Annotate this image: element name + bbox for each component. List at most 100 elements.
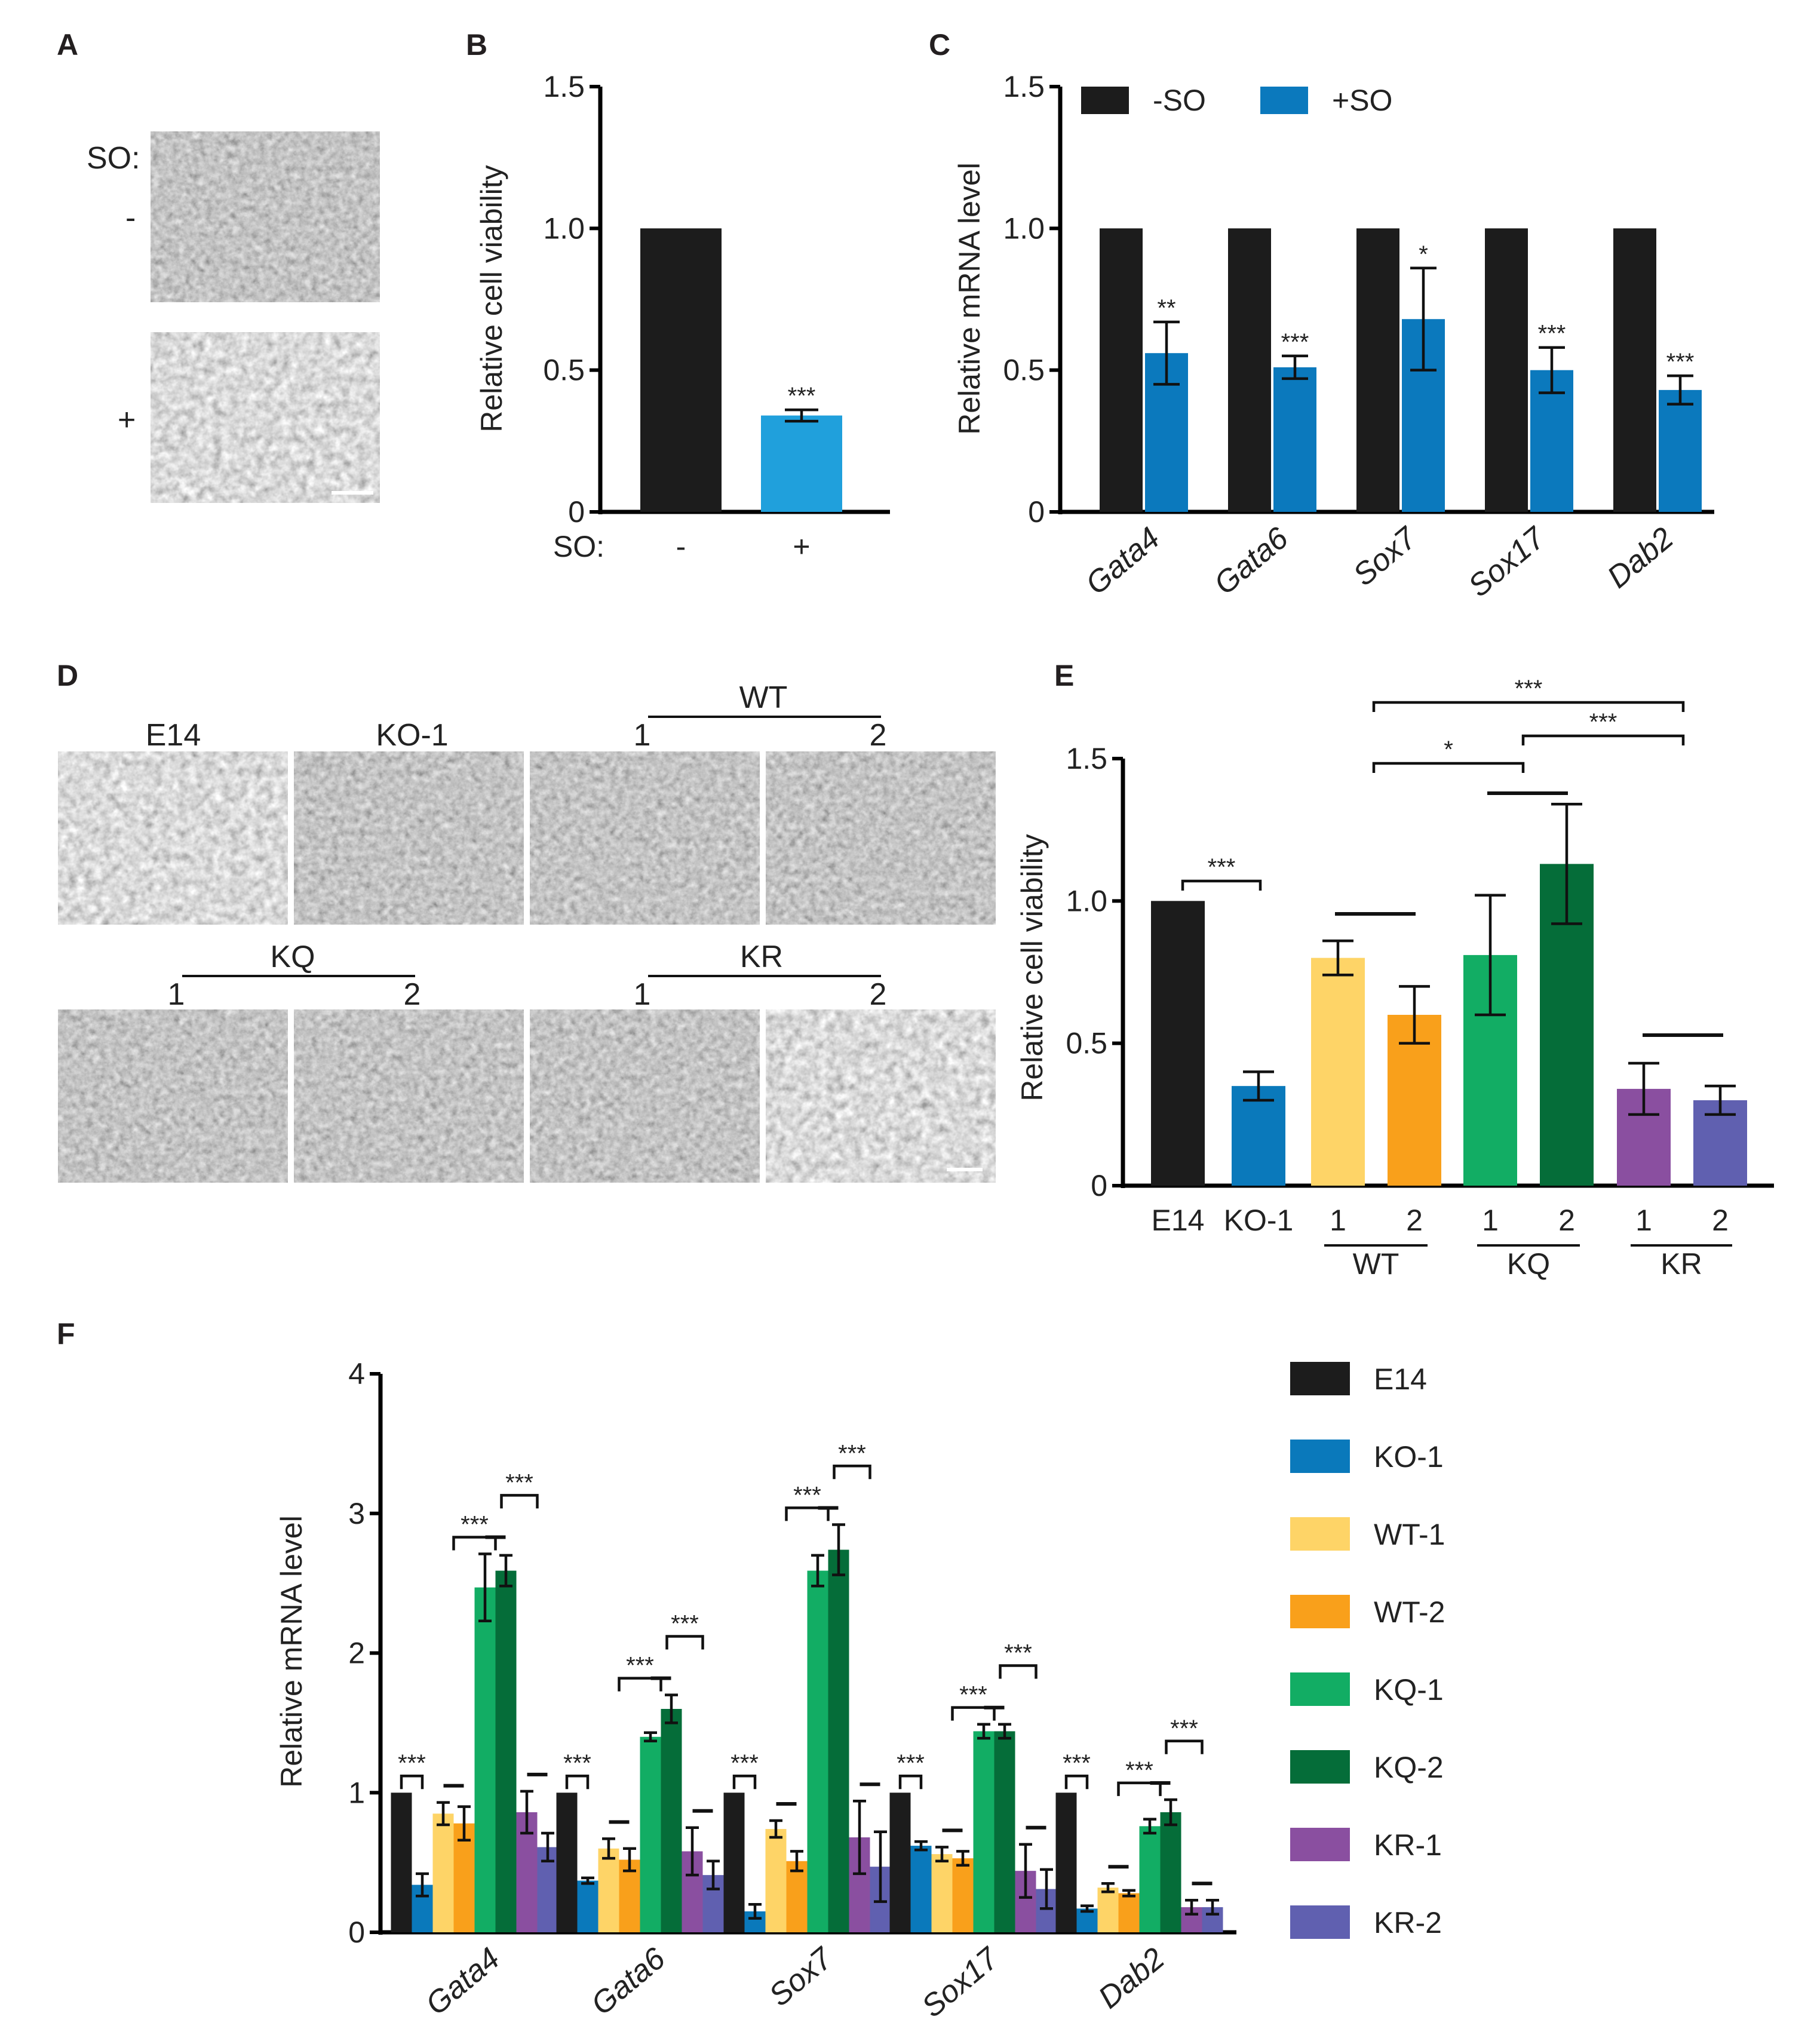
f-bar-kq-2-gata6 xyxy=(661,1709,682,1932)
e-x-tick-label: 1 xyxy=(1635,1204,1652,1237)
f-legend-label-ko-1: KO-1 xyxy=(1374,1440,1444,1474)
micrograph-minus-so xyxy=(151,131,380,302)
micrograph-kq2 xyxy=(294,1009,524,1183)
f-sig-e14-ko1 xyxy=(1064,1774,1089,1790)
b-y-tick-label: 0.5 xyxy=(543,354,585,387)
d-label-kr2: 2 xyxy=(870,977,887,1012)
f-sig-kq-kr xyxy=(500,1494,539,1509)
panel-label-a: A xyxy=(57,28,78,62)
f-sig-e14-ko1-label: *** xyxy=(563,1750,591,1776)
e-sig-bracket-wt-kq xyxy=(1372,762,1525,773)
micrograph-kr2 xyxy=(766,1009,996,1183)
f-sig-e14-ko1 xyxy=(400,1774,424,1790)
f-legend-label-wt-2: WT-2 xyxy=(1374,1595,1445,1629)
panel-label-c: C xyxy=(929,28,950,62)
f-sig-kq-kr-label: *** xyxy=(505,1469,533,1496)
c-bar-so-sox7 xyxy=(1356,228,1399,512)
f-bar-wt-1-gata4 xyxy=(432,1813,454,1932)
so-label: SO: xyxy=(87,141,140,176)
f-legend-label-kq-1: KQ-1 xyxy=(1374,1673,1444,1707)
e-x-tick-label: 2 xyxy=(1558,1204,1575,1237)
f-legend-label-e14: E14 xyxy=(1374,1362,1427,1396)
d-group-kr: KR xyxy=(740,940,783,974)
f-sig-kq-kr-label: *** xyxy=(1170,1715,1198,1742)
e-sig-bracket-kq-kr-label: *** xyxy=(1589,709,1617,735)
f-bar-e14-sox17 xyxy=(889,1793,911,1932)
f-bar-kq-2-sox7 xyxy=(828,1549,849,1932)
f-sig-wt-kq xyxy=(1117,1781,1162,1796)
f-legend-label-kr-2: KR-2 xyxy=(1374,1906,1442,1939)
e-y-tick-label: 1.5 xyxy=(1066,742,1107,775)
f-sig-e14-ko1 xyxy=(898,1774,923,1790)
c-legend-label-plus-so: +SO xyxy=(1332,84,1392,117)
f-bar-kq-2-sox17 xyxy=(994,1731,1015,1932)
c-x-tick-label: Dab2 xyxy=(1601,521,1680,595)
e-x-tick-label: 2 xyxy=(1406,1204,1423,1237)
f-bar-kq-1-gata6 xyxy=(640,1736,661,1932)
b-y-tick-label: 1.0 xyxy=(543,211,585,245)
panel-b-chart: B 0 0.5 1.0 1.5 Relative cell viability - + ***… xyxy=(466,28,890,563)
f-bar-ko-1-gata6 xyxy=(577,1880,598,1932)
so-plus-label: + xyxy=(118,403,136,437)
c-significance-label: *** xyxy=(1538,321,1566,347)
e-sig-bracket-kq-kr xyxy=(1521,734,1685,745)
f-bar-kq-2-dab2 xyxy=(1160,1812,1181,1932)
e-bar-ko-1 xyxy=(1232,1086,1285,1186)
micrograph-wt2 xyxy=(766,751,996,925)
f-sig-e14-ko1 xyxy=(732,1774,757,1790)
c-significance-label: *** xyxy=(1281,329,1309,355)
f-sig-wt-kq xyxy=(452,1536,497,1551)
f-bar-wt-1-sox7 xyxy=(765,1829,787,1932)
b-x-tick-label: - xyxy=(676,530,686,563)
f-x-tick-label: Gata6 xyxy=(585,1941,672,2022)
f-bar-e14-gata6 xyxy=(556,1793,578,1932)
b-bar-plus-so xyxy=(761,415,842,512)
e-sig-bracket-wt-kr xyxy=(1372,701,1685,712)
micrograph-wt1 xyxy=(530,751,760,925)
b-bar-minus-so xyxy=(640,228,722,512)
c-legend-swatch-plus-so xyxy=(1260,87,1308,114)
panel-label-b: B xyxy=(466,28,487,62)
e-y-tick-label: 1.0 xyxy=(1066,884,1107,917)
b-y-tick-label: 0 xyxy=(568,495,585,529)
f-bar-wt-2-gata4 xyxy=(453,1823,475,1932)
e-group-label: KQ xyxy=(1507,1247,1550,1281)
e-bar-wt-1 xyxy=(1311,957,1365,1186)
b-significance-label: *** xyxy=(788,383,816,409)
f-legend-swatch-kq-1 xyxy=(1290,1672,1350,1706)
micrograph-ko1 xyxy=(294,751,524,925)
f-sig-e14-ko1-label: *** xyxy=(730,1750,759,1776)
c-bar-so-gata4 xyxy=(1100,228,1143,512)
f-sig-kq-kr-label: *** xyxy=(671,1610,699,1637)
f-sig-wt-kq xyxy=(618,1677,662,1692)
f-bar-wt-1-dab2 xyxy=(1097,1888,1119,1932)
d-label-wt2: 2 xyxy=(870,718,887,753)
f-bar-kq-1-sox7 xyxy=(807,1570,828,1932)
c-x-tick-label: Gata6 xyxy=(1208,521,1295,602)
f-bar-wt-2-dab2 xyxy=(1118,1893,1140,1932)
f-y-tick-label: 1 xyxy=(348,1776,365,1809)
c-y-axis-label: Relative mRNA level xyxy=(953,162,986,435)
d-label-wt1: 1 xyxy=(634,718,651,753)
f-sig-kq-kr-label: *** xyxy=(838,1440,866,1466)
panel-e-chart: E 0 0.5 1.0 1.5 Relative cell viability E14 KO… xyxy=(1015,659,1774,1281)
f-x-tick-label: Sox7 xyxy=(763,1940,840,2013)
e-x-tick-label: E14 xyxy=(1152,1204,1205,1237)
f-sig-wt-kq xyxy=(785,1506,830,1521)
micrograph-plus-so xyxy=(151,332,380,503)
c-y-tick-label: 1.5 xyxy=(1003,70,1045,103)
b-y-axis-label: Relative cell viability xyxy=(475,165,508,432)
e-y-tick-label: 0 xyxy=(1091,1169,1107,1202)
f-legend-swatch-wt-2 xyxy=(1290,1595,1350,1628)
c-significance-label: *** xyxy=(1666,349,1695,375)
c-bar-so-gata6 xyxy=(1228,228,1271,512)
c-y-tick-label: 1.0 xyxy=(1003,211,1045,245)
f-sig-kq-kr xyxy=(665,1635,704,1650)
b-y-tick-label: 1.5 xyxy=(543,70,585,103)
c-bar-so-gata6 xyxy=(1273,367,1316,512)
c-legend-label-minus-so: -SO xyxy=(1153,84,1206,117)
f-sig-kq-kr-label: *** xyxy=(1004,1640,1032,1666)
f-sig-wt-kq-label: *** xyxy=(626,1653,654,1679)
f-bar-kq-1-gata4 xyxy=(474,1587,496,1932)
c-legend-swatch-minus-so xyxy=(1081,87,1129,114)
